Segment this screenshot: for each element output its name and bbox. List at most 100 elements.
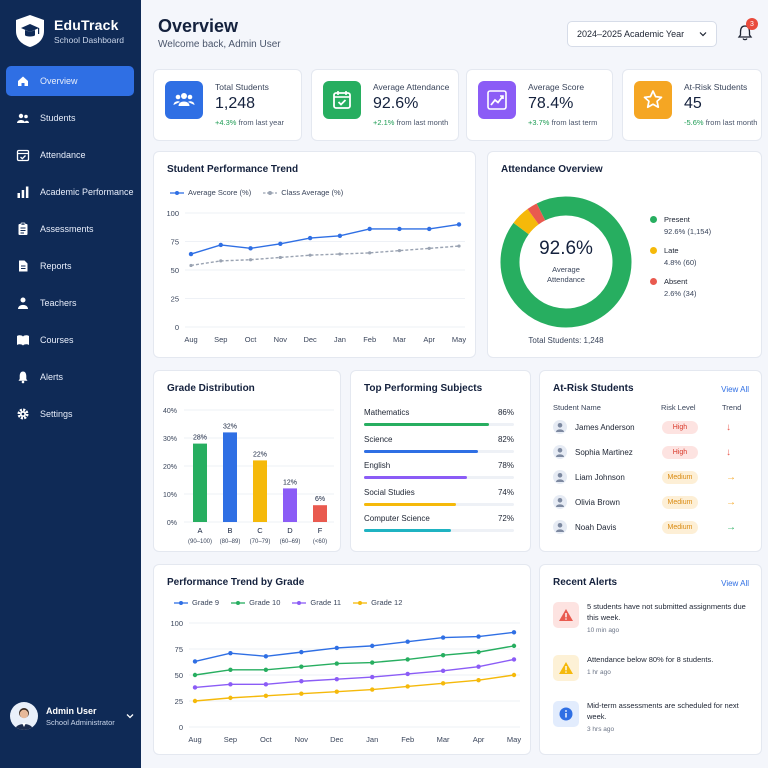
sidebar-item-academic-performance[interactable]: Academic Performance bbox=[6, 177, 134, 207]
progress-track bbox=[364, 502, 514, 506]
progress-track bbox=[364, 529, 514, 532]
data-point bbox=[299, 679, 304, 684]
sidebar-item-label: Attendance bbox=[40, 150, 86, 160]
sidebar-item-students[interactable]: Students bbox=[6, 103, 134, 133]
risk-level-badge: Medium bbox=[662, 495, 698, 509]
sidebar-item-attendance[interactable]: Attendance bbox=[6, 140, 134, 170]
series-line bbox=[194, 658, 515, 689]
kpi-card[interactable]: Average Score 78.4% +3.7% from last term bbox=[466, 69, 613, 141]
kpi-card[interactable]: At-Risk Students 45 -5.6% from last month bbox=[622, 69, 762, 141]
table-row[interactable]: Sophia Martinez High ↓ bbox=[553, 442, 753, 462]
kpi-change-period: from last year bbox=[238, 118, 285, 127]
alert-icon-box bbox=[553, 655, 579, 681]
legend-dot bbox=[650, 247, 657, 254]
table-row[interactable]: Liam Johnson Medium → bbox=[553, 467, 753, 487]
sidebar-item-assessments[interactable]: Assessments bbox=[6, 214, 134, 244]
data-point bbox=[334, 676, 339, 682]
sidebar: EduTrack School Dashboard Overview Studen… bbox=[0, 0, 141, 768]
alert-time: 10 min ago bbox=[587, 626, 620, 634]
subject-name: Computer Science bbox=[364, 514, 430, 523]
x-tick-label: Dec bbox=[303, 335, 317, 344]
y-tick-label: 100 bbox=[166, 209, 179, 218]
legend-item: Grade 10 bbox=[231, 598, 280, 607]
donut-slice bbox=[500, 196, 632, 328]
series-line bbox=[194, 674, 515, 702]
data-point bbox=[263, 654, 269, 659]
kpi-change-period: from last month bbox=[705, 118, 758, 127]
data-point bbox=[457, 244, 461, 248]
users-icon bbox=[17, 113, 29, 123]
subject-score: 74% bbox=[497, 487, 514, 497]
sidebar-item-courses[interactable]: Courses bbox=[6, 325, 134, 355]
student-avatar-icon bbox=[553, 520, 567, 534]
kpi-card[interactable]: Average Attendance 92.6% +2.1% from last m… bbox=[311, 69, 459, 141]
sidebar-item-label: Students bbox=[40, 113, 76, 123]
view-all-link[interactable]: View All bbox=[721, 579, 749, 588]
chevron-down-icon[interactable] bbox=[125, 711, 135, 721]
sidebar-item-alerts[interactable]: Alerts bbox=[6, 362, 134, 392]
subject-name: Science bbox=[364, 434, 393, 444]
donut-center-label: Average bbox=[552, 265, 580, 274]
legend-marker bbox=[263, 190, 278, 195]
bar-chart-icon bbox=[17, 186, 29, 198]
trend-arrow-icon: ↓ bbox=[726, 421, 731, 433]
x-tick-label: Mar bbox=[437, 735, 450, 744]
x-tick-label: Dec bbox=[330, 735, 344, 744]
brand-title: EduTrack bbox=[54, 17, 119, 33]
alert-icon-box bbox=[553, 602, 579, 628]
sidebar-item-settings[interactable]: Settings bbox=[6, 399, 134, 429]
data-point bbox=[308, 253, 312, 257]
bar bbox=[223, 432, 237, 522]
brand[interactable]: EduTrack School Dashboard bbox=[14, 14, 124, 48]
student-avatar-icon bbox=[553, 495, 567, 509]
kpi-change: +4.3% from last year bbox=[215, 118, 284, 127]
donut-slice bbox=[513, 209, 539, 235]
subject-name: English bbox=[364, 461, 391, 470]
table-row[interactable]: Noah Davis Medium → bbox=[553, 517, 753, 537]
academic-year-select[interactable]: 2024–2025 Academic Year bbox=[567, 21, 717, 47]
legend-label: Late bbox=[664, 246, 679, 255]
subject-row[interactable]: English 78% bbox=[364, 461, 514, 479]
data-point bbox=[476, 634, 481, 639]
legend-marker bbox=[353, 600, 368, 605]
table-row[interactable]: James Anderson High ↓ bbox=[553, 417, 753, 437]
student-name: James Anderson bbox=[575, 422, 635, 432]
data-point bbox=[192, 659, 198, 664]
legend-marker bbox=[292, 600, 307, 605]
x-tick-range: (70–79) bbox=[250, 539, 271, 545]
donut-center: 92.6% Average Attendance bbox=[496, 238, 636, 284]
data-point bbox=[370, 643, 375, 649]
data-point bbox=[405, 684, 410, 689]
risk-level-badge: High bbox=[662, 420, 698, 434]
kpi-change: -5.6% from last month bbox=[684, 118, 757, 127]
sidebar-item-overview[interactable]: Overview bbox=[6, 66, 134, 96]
view-all-link[interactable]: View All bbox=[721, 385, 749, 394]
sidebar-item-reports[interactable]: Reports bbox=[6, 251, 134, 281]
kpi-card[interactable]: Total Students 1,248 +4.3% from last year bbox=[153, 69, 302, 141]
data-point bbox=[228, 695, 233, 701]
legend-detail: 92.6% (1,154) bbox=[664, 227, 712, 236]
subject-row[interactable]: Science 82% bbox=[364, 435, 514, 453]
x-tick-label: Nov bbox=[295, 735, 309, 744]
user-profile[interactable]: Admin User School Administrator bbox=[10, 702, 135, 730]
subject-row[interactable]: Social Studies 74% bbox=[364, 488, 514, 506]
risk-level-badge: Medium bbox=[662, 470, 698, 484]
sidebar-item-teachers[interactable]: Teachers bbox=[6, 288, 134, 318]
y-tick-label: 50 bbox=[171, 266, 179, 275]
kpi-change: +3.7% from last term bbox=[528, 118, 597, 127]
legend-label: Class Average (%) bbox=[281, 188, 344, 197]
x-tick-label: Aug bbox=[188, 735, 201, 744]
grade-distribution-chart: 0% 10% 20% 30% 40% 28% A (90–100) 32% B (80–89) 22%… bbox=[163, 408, 334, 545]
subject-row[interactable]: Mathematics 86% bbox=[364, 408, 514, 426]
x-tick-label: A bbox=[197, 526, 202, 535]
table-row[interactable]: Olivia Brown Medium → bbox=[553, 492, 753, 512]
progress-fill bbox=[364, 423, 489, 426]
trend-arrow-icon: → bbox=[726, 496, 736, 508]
subject-name: Mathematics bbox=[364, 408, 410, 417]
subject-score: 78% bbox=[497, 461, 514, 470]
subject-row[interactable]: Computer Science 72% bbox=[364, 514, 514, 532]
document-icon bbox=[19, 260, 28, 272]
data-point bbox=[263, 682, 269, 687]
data-point bbox=[405, 671, 410, 677]
card-title: At-Risk Students bbox=[553, 383, 634, 394]
